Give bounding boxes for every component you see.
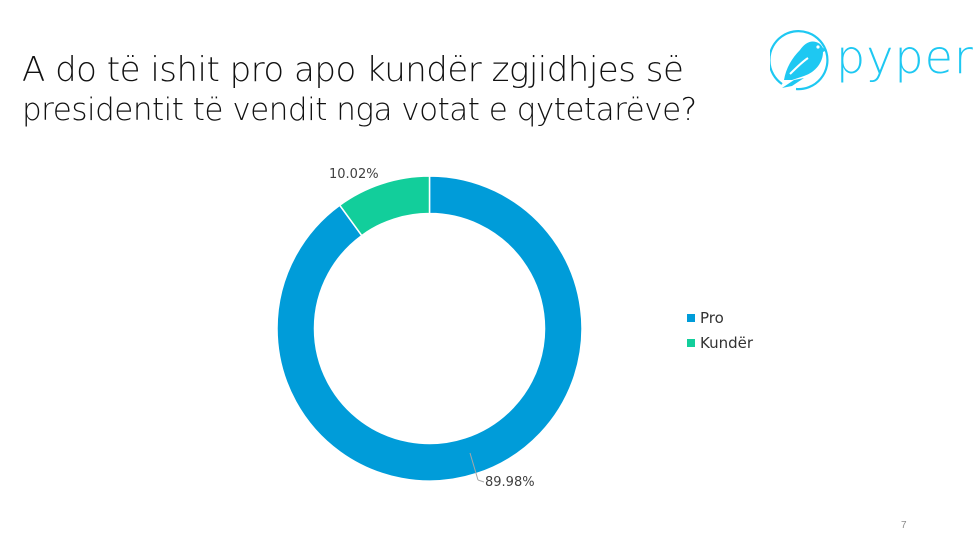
page-number: 7 [901,520,907,531]
data-label-pro: 89.98% [485,475,535,490]
donut-slices [276,175,583,482]
legend-item-kunder: Kundër [687,330,753,355]
legend-item-pro: Pro [687,305,753,330]
data-label-kunder: 10.02% [329,167,379,182]
slide-title-line-1: A do të ishit pro apo kundër zgjidhjes s… [22,50,684,90]
slide-title: A do të ishit pro apo kundër zgjidhjes s… [22,50,822,130]
legend-swatch-kunder [687,338,695,347]
legend-label-pro: Pro [700,308,724,327]
slide-title-line-2: presidentit të vendit nga votat e qyteta… [22,92,697,128]
slice-pro [276,175,583,482]
pro-leader-line [469,452,479,481]
pro-leader-line-tick [477,479,485,483]
logo-text: pyper [836,30,974,84]
slice-kundr [338,175,431,237]
chart-legend: Pro Kundër [687,305,753,355]
legend-label-kunder: Kundër [700,333,754,352]
pyper-logo: pyper [770,28,973,94]
legend-swatch-pro [687,313,695,322]
bird-in-circle-icon [770,30,829,91]
